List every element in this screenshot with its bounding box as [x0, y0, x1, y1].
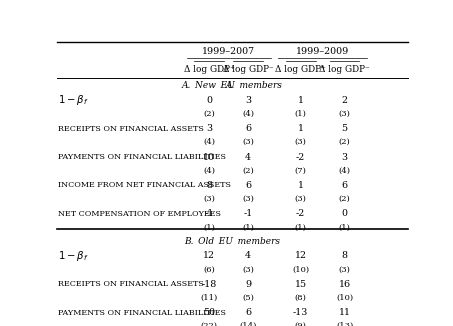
Text: (5): (5) [242, 294, 254, 302]
Text: (8): (8) [295, 294, 307, 302]
Text: (13): (13) [336, 322, 353, 326]
Text: (2): (2) [242, 167, 254, 175]
Text: (6): (6) [203, 266, 215, 274]
Text: 0: 0 [342, 209, 347, 218]
Text: (1): (1) [295, 110, 307, 118]
Text: 4: 4 [245, 153, 251, 162]
Text: 6: 6 [245, 124, 251, 133]
Text: (2): (2) [203, 110, 215, 118]
Text: 9: 9 [245, 280, 251, 289]
Text: (10): (10) [336, 294, 353, 302]
Text: 3: 3 [342, 153, 347, 162]
Text: Δ log GDP⁺: Δ log GDP⁺ [184, 65, 235, 74]
Text: 3: 3 [245, 96, 251, 105]
Text: (3): (3) [295, 138, 307, 146]
Text: (2): (2) [339, 138, 350, 146]
Text: 1: 1 [298, 124, 304, 133]
Text: 11: 11 [338, 308, 351, 317]
Text: (1): (1) [295, 223, 307, 231]
Text: (3): (3) [242, 266, 254, 274]
Text: PAYMENTS ON FINANCIAL LIABILITIES: PAYMENTS ON FINANCIAL LIABILITIES [58, 309, 226, 317]
Text: (1): (1) [242, 223, 254, 231]
Text: (3): (3) [203, 195, 215, 203]
Text: (4): (4) [338, 167, 351, 175]
Text: 8: 8 [207, 181, 212, 190]
Text: 1: 1 [298, 181, 304, 190]
Text: 1999–2009: 1999–2009 [296, 47, 349, 56]
Text: 12: 12 [203, 251, 215, 260]
Text: (2): (2) [339, 195, 350, 203]
Text: 3: 3 [206, 124, 212, 133]
Text: A.: A. [226, 81, 238, 90]
Text: -1: -1 [205, 209, 214, 218]
Text: $1 - \beta_f$: $1 - \beta_f$ [58, 93, 89, 107]
Text: -2: -2 [296, 209, 305, 218]
Text: (11): (11) [201, 294, 218, 302]
Text: (3): (3) [242, 195, 254, 203]
Text: (22): (22) [201, 322, 218, 326]
Text: (1): (1) [338, 223, 351, 231]
Text: -1: -1 [243, 209, 253, 218]
Text: RECEIPTS ON FINANCIAL ASSETS: RECEIPTS ON FINANCIAL ASSETS [58, 280, 204, 288]
Text: 2: 2 [342, 96, 347, 105]
Text: 5: 5 [342, 124, 347, 133]
Text: (3): (3) [242, 138, 254, 146]
Text: (3): (3) [295, 195, 307, 203]
Text: (14): (14) [239, 322, 257, 326]
Text: 15: 15 [294, 280, 307, 289]
Text: (7): (7) [295, 167, 307, 175]
Text: (9): (9) [295, 322, 307, 326]
Text: Δ log GDP⁺: Δ log GDP⁺ [275, 65, 326, 74]
Text: (3): (3) [338, 266, 351, 274]
Text: (4): (4) [203, 138, 215, 146]
Text: (4): (4) [203, 167, 215, 175]
Text: (10): (10) [292, 266, 309, 274]
Text: 6: 6 [245, 181, 251, 190]
Text: 10: 10 [203, 153, 215, 162]
Text: -2: -2 [296, 153, 305, 162]
Text: B.  Old  EU  members: B. Old EU members [184, 237, 280, 246]
Text: RECEIPTS ON FINANCIAL ASSETS: RECEIPTS ON FINANCIAL ASSETS [58, 125, 204, 133]
Text: NET COMPENSATION OF EMPLOYEES: NET COMPENSATION OF EMPLOYEES [58, 210, 222, 218]
Text: 0: 0 [207, 96, 212, 105]
Text: PAYMENTS ON FINANCIAL LIABILITIES: PAYMENTS ON FINANCIAL LIABILITIES [58, 153, 226, 161]
Text: (1): (1) [203, 223, 215, 231]
Text: 8: 8 [342, 251, 347, 260]
Text: (4): (4) [242, 110, 254, 118]
Text: 50: 50 [203, 308, 216, 317]
Text: 1999–2007: 1999–2007 [202, 47, 255, 56]
Text: INCOME FROM NET FINANCIAL ASSETS: INCOME FROM NET FINANCIAL ASSETS [58, 181, 231, 189]
Text: 1: 1 [298, 96, 304, 105]
Text: Δ log GDP⁻: Δ log GDP⁻ [222, 65, 273, 74]
Text: 4: 4 [245, 251, 251, 260]
Text: 6: 6 [245, 308, 251, 317]
Text: 6: 6 [342, 181, 347, 190]
Text: 12: 12 [294, 251, 307, 260]
Text: $1 - \beta_f$: $1 - \beta_f$ [58, 249, 89, 263]
Text: A.  New  EU  members: A. New EU members [182, 81, 283, 90]
Text: Δ log GDP⁻: Δ log GDP⁻ [319, 65, 370, 74]
Text: 16: 16 [338, 280, 351, 289]
Text: (3): (3) [338, 110, 351, 118]
Text: -13: -13 [293, 308, 308, 317]
Text: -18: -18 [202, 280, 217, 289]
